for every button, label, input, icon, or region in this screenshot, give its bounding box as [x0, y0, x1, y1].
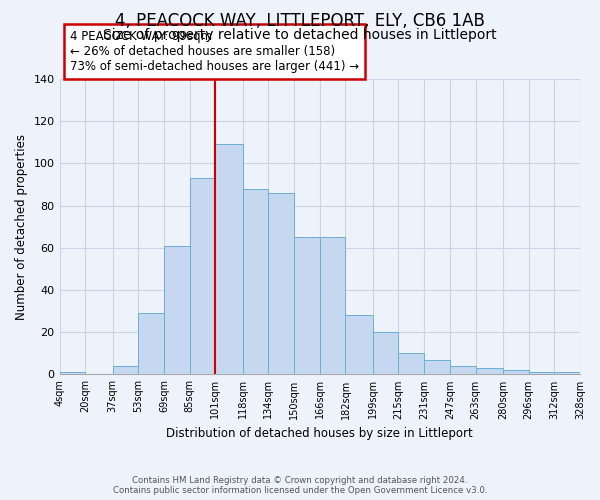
Bar [138, 313, 164, 374]
Bar [320, 238, 346, 374]
Bar [242, 188, 268, 374]
Bar [59, 372, 85, 374]
Bar [190, 178, 215, 374]
Text: Size of property relative to detached houses in Littleport: Size of property relative to detached ho… [103, 28, 497, 42]
Text: 4, PEACOCK WAY, LITTLEPORT, ELY, CB6 1AB: 4, PEACOCK WAY, LITTLEPORT, ELY, CB6 1AB [115, 12, 485, 30]
Text: Contains HM Land Registry data © Crown copyright and database right 2024.
Contai: Contains HM Land Registry data © Crown c… [113, 476, 487, 495]
Bar [268, 193, 294, 374]
Y-axis label: Number of detached properties: Number of detached properties [15, 134, 28, 320]
Bar [529, 372, 554, 374]
Bar [424, 360, 450, 374]
Bar [398, 354, 424, 374]
Bar [346, 316, 373, 374]
Bar [503, 370, 529, 374]
X-axis label: Distribution of detached houses by size in Littleport: Distribution of detached houses by size … [166, 427, 473, 440]
Bar [476, 368, 503, 374]
Bar [373, 332, 398, 374]
Bar [164, 246, 190, 374]
Bar [294, 238, 320, 374]
Bar [554, 372, 580, 374]
Bar [215, 144, 242, 374]
Bar [450, 366, 476, 374]
Text: 4 PEACOCK WAY: 99sqm
← 26% of detached houses are smaller (158)
73% of semi-deta: 4 PEACOCK WAY: 99sqm ← 26% of detached h… [70, 30, 359, 73]
Bar [113, 366, 138, 374]
